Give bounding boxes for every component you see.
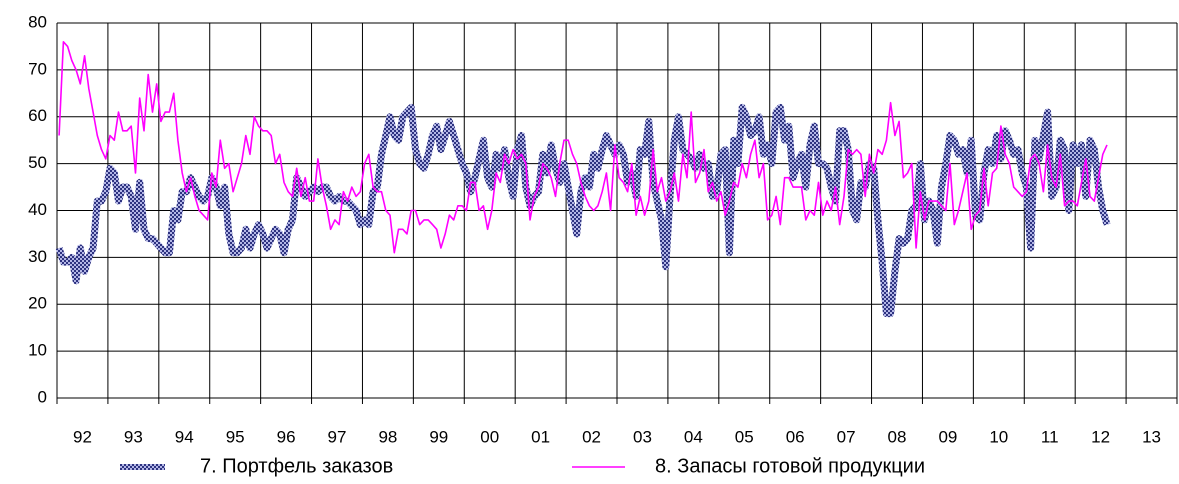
x-tick-label: 13 bbox=[1142, 427, 1161, 446]
x-tick-label: 05 bbox=[735, 427, 754, 446]
y-tick-label: 60 bbox=[28, 106, 47, 125]
y-tick-label: 30 bbox=[28, 247, 47, 266]
legend-label: 8. Запасы готовой продукции bbox=[655, 455, 925, 477]
x-tick-label: 12 bbox=[1091, 427, 1110, 446]
legend-label: 7. Портфель заказов bbox=[200, 455, 393, 477]
x-tick-label: 04 bbox=[684, 427, 703, 446]
x-tick-label: 02 bbox=[582, 427, 601, 446]
y-tick-label: 40 bbox=[28, 200, 47, 219]
x-tick-label: 10 bbox=[989, 427, 1008, 446]
x-tick-label: 11 bbox=[1041, 427, 1059, 446]
x-tick-label: 92 bbox=[73, 427, 92, 446]
x-tick-label: 08 bbox=[888, 427, 907, 446]
x-tick-label: 96 bbox=[277, 427, 296, 446]
x-tick-label: 06 bbox=[786, 427, 805, 446]
x-tick-label: 97 bbox=[328, 427, 347, 446]
series-line bbox=[55, 103, 1111, 318]
x-tick-label: 94 bbox=[175, 427, 194, 446]
x-tick-label: 98 bbox=[378, 427, 397, 446]
x-tick-label: 00 bbox=[480, 427, 499, 446]
y-tick-label: 70 bbox=[28, 59, 47, 78]
y-tick-label: 20 bbox=[28, 294, 47, 313]
x-tick-label: 03 bbox=[633, 427, 652, 446]
y-tick-label: 80 bbox=[28, 12, 47, 31]
y-tick-label: 50 bbox=[28, 153, 47, 172]
x-tick-label: 01 bbox=[531, 427, 550, 446]
x-tick-label: 99 bbox=[429, 427, 448, 446]
x-tick-label: 93 bbox=[124, 427, 143, 446]
x-tick-label: 95 bbox=[226, 427, 245, 446]
x-tick-label: 07 bbox=[837, 427, 856, 446]
series-line bbox=[58, 41, 1108, 254]
x-tick-label: 09 bbox=[938, 427, 957, 446]
y-tick-label: 0 bbox=[38, 387, 47, 406]
y-tick-label: 10 bbox=[28, 341, 47, 360]
